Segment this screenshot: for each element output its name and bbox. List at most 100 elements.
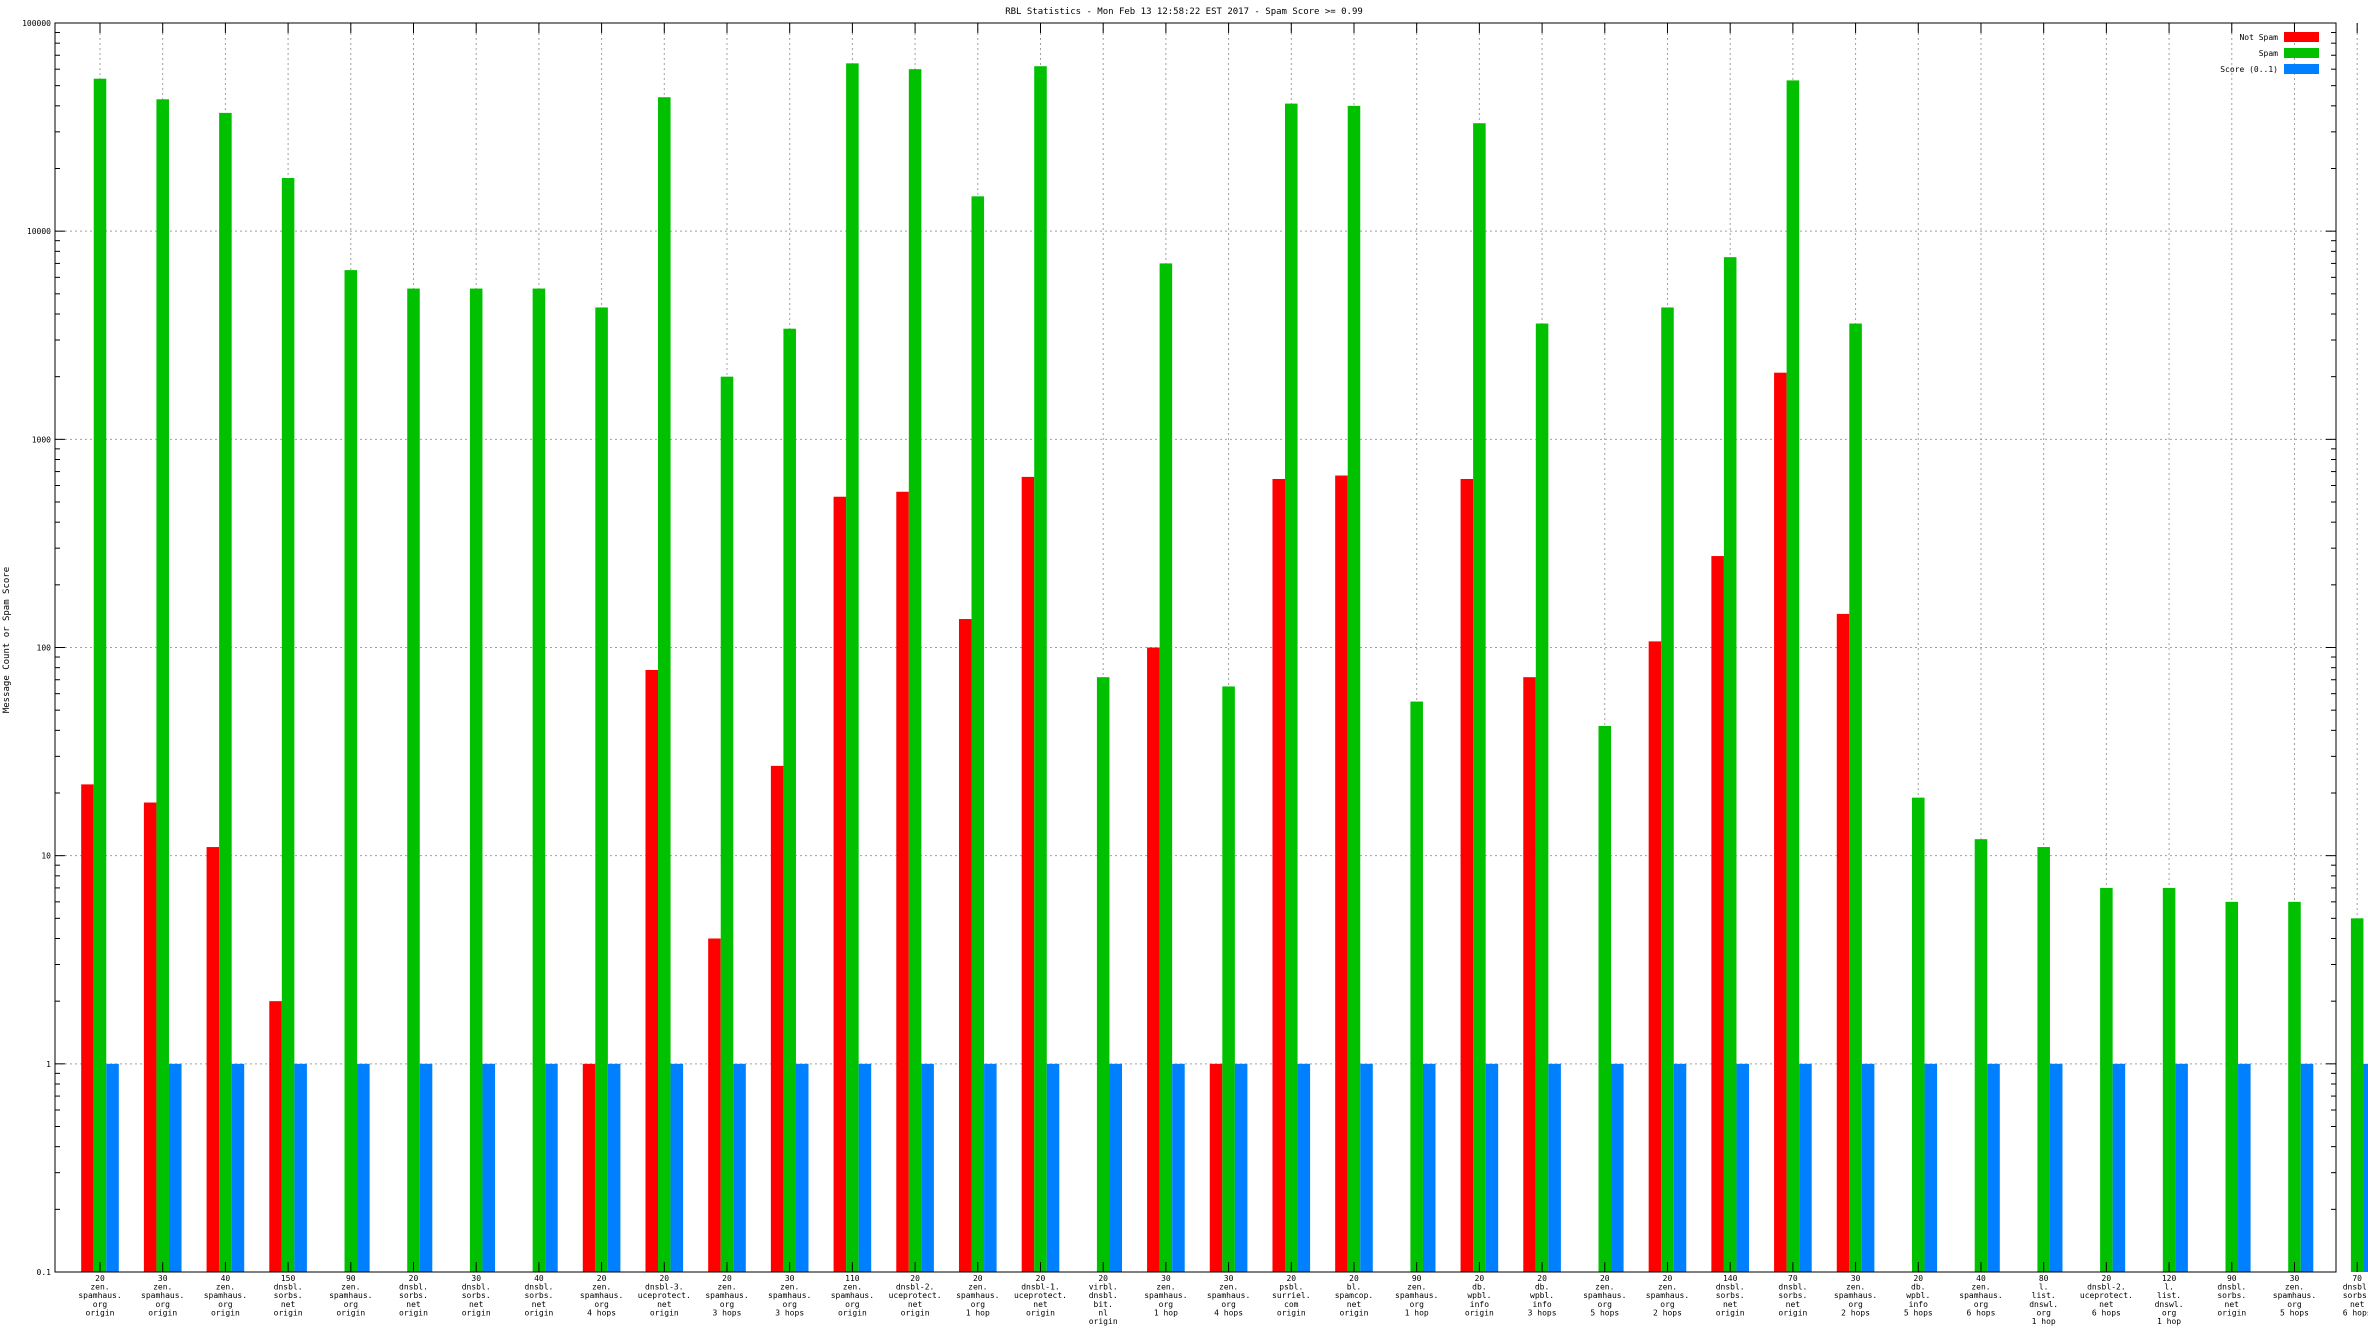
bar-spam	[1222, 686, 1235, 1272]
bar-score	[1987, 1063, 2000, 1272]
bar-not-spam	[1711, 556, 1724, 1272]
x-tick-label-line: 20	[1537, 1274, 1547, 1283]
x-tick-label-line: net	[406, 1300, 421, 1309]
x-tick-label: 120 l. list. dnswl. org 1 hop	[2155, 1274, 2184, 1326]
x-tick-label-line: 30	[158, 1274, 168, 1283]
x-tick-label: 30 zen. spamhaus. org 5 hops	[2273, 1274, 2316, 1317]
x-tick-label-line: dnsbl.	[2217, 1283, 2246, 1292]
x-tick-label-line: zen.	[153, 1283, 172, 1292]
x-tick-label-line: origin	[901, 1308, 930, 1317]
x-tick-label-line: db.	[1911, 1283, 1925, 1292]
x-tick-label-line: 1 hop	[966, 1308, 990, 1317]
x-tick-label-line: origin	[336, 1308, 365, 1317]
x-tick-label-line: 1 hop	[2032, 1317, 2056, 1326]
bar-score	[1673, 1063, 1687, 1272]
x-tick-label-line: uceprotect.	[889, 1291, 942, 1300]
x-tick-label-line: dnswl.	[2029, 1300, 2058, 1309]
x-tick-label-line: org	[1159, 1300, 1174, 1309]
x-tick-label-line: 90	[1412, 1274, 1422, 1283]
x-tick-label-line: spamhaus.	[141, 1291, 184, 1300]
bar-spam	[1786, 80, 1800, 1272]
bar-score	[1548, 1063, 1561, 1272]
x-tick-label-line: sorbs.	[399, 1291, 428, 1300]
x-tick-label-line: 20	[597, 1274, 607, 1283]
bar-score	[1799, 1063, 1812, 1272]
x-tick-label: 20 db. wpbl. info 3 hops	[1528, 1274, 1557, 1317]
x-tick-label-line: origin	[650, 1308, 679, 1317]
x-tick-label-line: spamhaus.	[1959, 1291, 2002, 1300]
bar-spam	[2162, 887, 2176, 1272]
x-tick-label-line: 70	[2352, 1274, 2362, 1283]
x-tick-label-line: org	[782, 1300, 797, 1309]
x-tick-label: 20 psbl. surriel. com origin	[1272, 1274, 1311, 1317]
bar-spam	[1912, 797, 1925, 1272]
x-tick-label: 70 dnsbl. sorbs. net origin	[1778, 1274, 1807, 1317]
x-tick-label-line: dnsbl.	[462, 1283, 491, 1292]
bar-spam	[281, 178, 295, 1272]
bar-not-spam	[1460, 478, 1474, 1272]
bar-spam	[469, 288, 483, 1272]
x-tick-label-line: org	[93, 1300, 108, 1309]
x-tick-label-line: net	[532, 1300, 547, 1309]
x-tick-label: 20 zen. spamhaus. org 5 hops	[1583, 1274, 1626, 1317]
bar-spam	[1661, 307, 1674, 1272]
x-tick-label-line: spamhaus.	[1207, 1291, 1250, 1300]
x-tick-label-line: 20	[910, 1274, 920, 1283]
x-tick-label-line: zen.	[1846, 1283, 1865, 1292]
x-tick-label: 90 dnsbl. sorbs. net origin	[2217, 1274, 2246, 1317]
bar-score	[607, 1063, 621, 1272]
x-tick-label-line: net	[281, 1300, 296, 1309]
x-tick-label-line: org	[594, 1300, 609, 1309]
bar-spam	[1849, 323, 1862, 1273]
bar-spam	[1159, 263, 1173, 1272]
x-tick-label: 20 dnsbl-3. uceprotect. net origin	[638, 1274, 691, 1317]
bar-not-spam	[833, 496, 847, 1272]
x-tick-label-line: 40	[1976, 1274, 1986, 1283]
y-tick-label: 100	[37, 644, 52, 653]
bar-not-spam	[1335, 475, 1348, 1272]
bar-spam	[1535, 323, 1549, 1273]
x-tick-label-line: surriel.	[1272, 1291, 1311, 1300]
x-tick-label-line: dnsbl.	[2343, 1283, 2368, 1292]
x-tick-label-line: dnsbl.	[524, 1283, 553, 1292]
bar-spam	[846, 63, 859, 1272]
x-tick-label-line: origin	[399, 1308, 428, 1317]
x-tick-label-line: 2 hops	[1653, 1308, 1682, 1317]
bar-score	[2112, 1063, 2126, 1272]
x-tick-label-line: net	[2225, 1300, 2240, 1309]
x-tick-label-line: spamhaus.	[768, 1291, 811, 1300]
x-tick-label-line: origin	[462, 1308, 491, 1317]
x-tick-label-line: net	[2099, 1300, 2114, 1309]
x-tick-label: 20 dnsbl-2. uceprotect. net origin	[889, 1274, 942, 1317]
legend-swatch	[2284, 48, 2319, 58]
x-tick-label: 20 bl. spamcop. net origin	[1335, 1274, 1374, 1317]
x-tick-label-line: origin	[1340, 1308, 1369, 1317]
x-tick-label-line: 6 hops	[2343, 1308, 2368, 1317]
x-tick-label: 30 zen. spamhaus. org 2 hops	[1834, 1274, 1877, 1317]
bar-score	[1234, 1063, 1248, 1272]
x-tick-label-line: 2 hops	[1841, 1308, 1870, 1317]
bar-score	[294, 1063, 307, 1272]
x-tick-label-line: zen.	[1971, 1283, 1990, 1292]
bar-score	[858, 1063, 872, 1272]
chart-title: RBL Statistics - Mon Feb 13 12:58:22 EST…	[1005, 7, 1363, 17]
x-tick-label-line: bl.	[1347, 1283, 1361, 1292]
x-tick-label-line: spamhaus.	[1834, 1291, 1877, 1300]
bar-score	[2049, 1063, 2063, 1272]
x-tick-label-line: origin	[1026, 1308, 1055, 1317]
x-tick-label-line: 140	[1723, 1274, 1738, 1283]
x-tick-label-line: zen.	[717, 1283, 736, 1292]
bar-not-spam	[770, 765, 784, 1272]
x-tick-label-line: 20	[1349, 1274, 1359, 1283]
x-tick-label-line: spamhaus.	[78, 1291, 121, 1300]
x-tick-label-line: zen.	[341, 1283, 360, 1292]
bar-spam	[1723, 257, 1737, 1272]
bar-not-spam	[582, 1063, 596, 1272]
x-tick-label: 20 dnsbl. sorbs. net origin	[399, 1274, 428, 1317]
x-tick-label-line: uceprotect.	[638, 1291, 691, 1300]
x-tick-label-line: origin	[838, 1308, 867, 1317]
bar-not-spam	[269, 1001, 282, 1272]
x-tick-label-line: org	[2162, 1308, 2177, 1317]
x-tick-label-line: com	[1284, 1300, 1299, 1309]
